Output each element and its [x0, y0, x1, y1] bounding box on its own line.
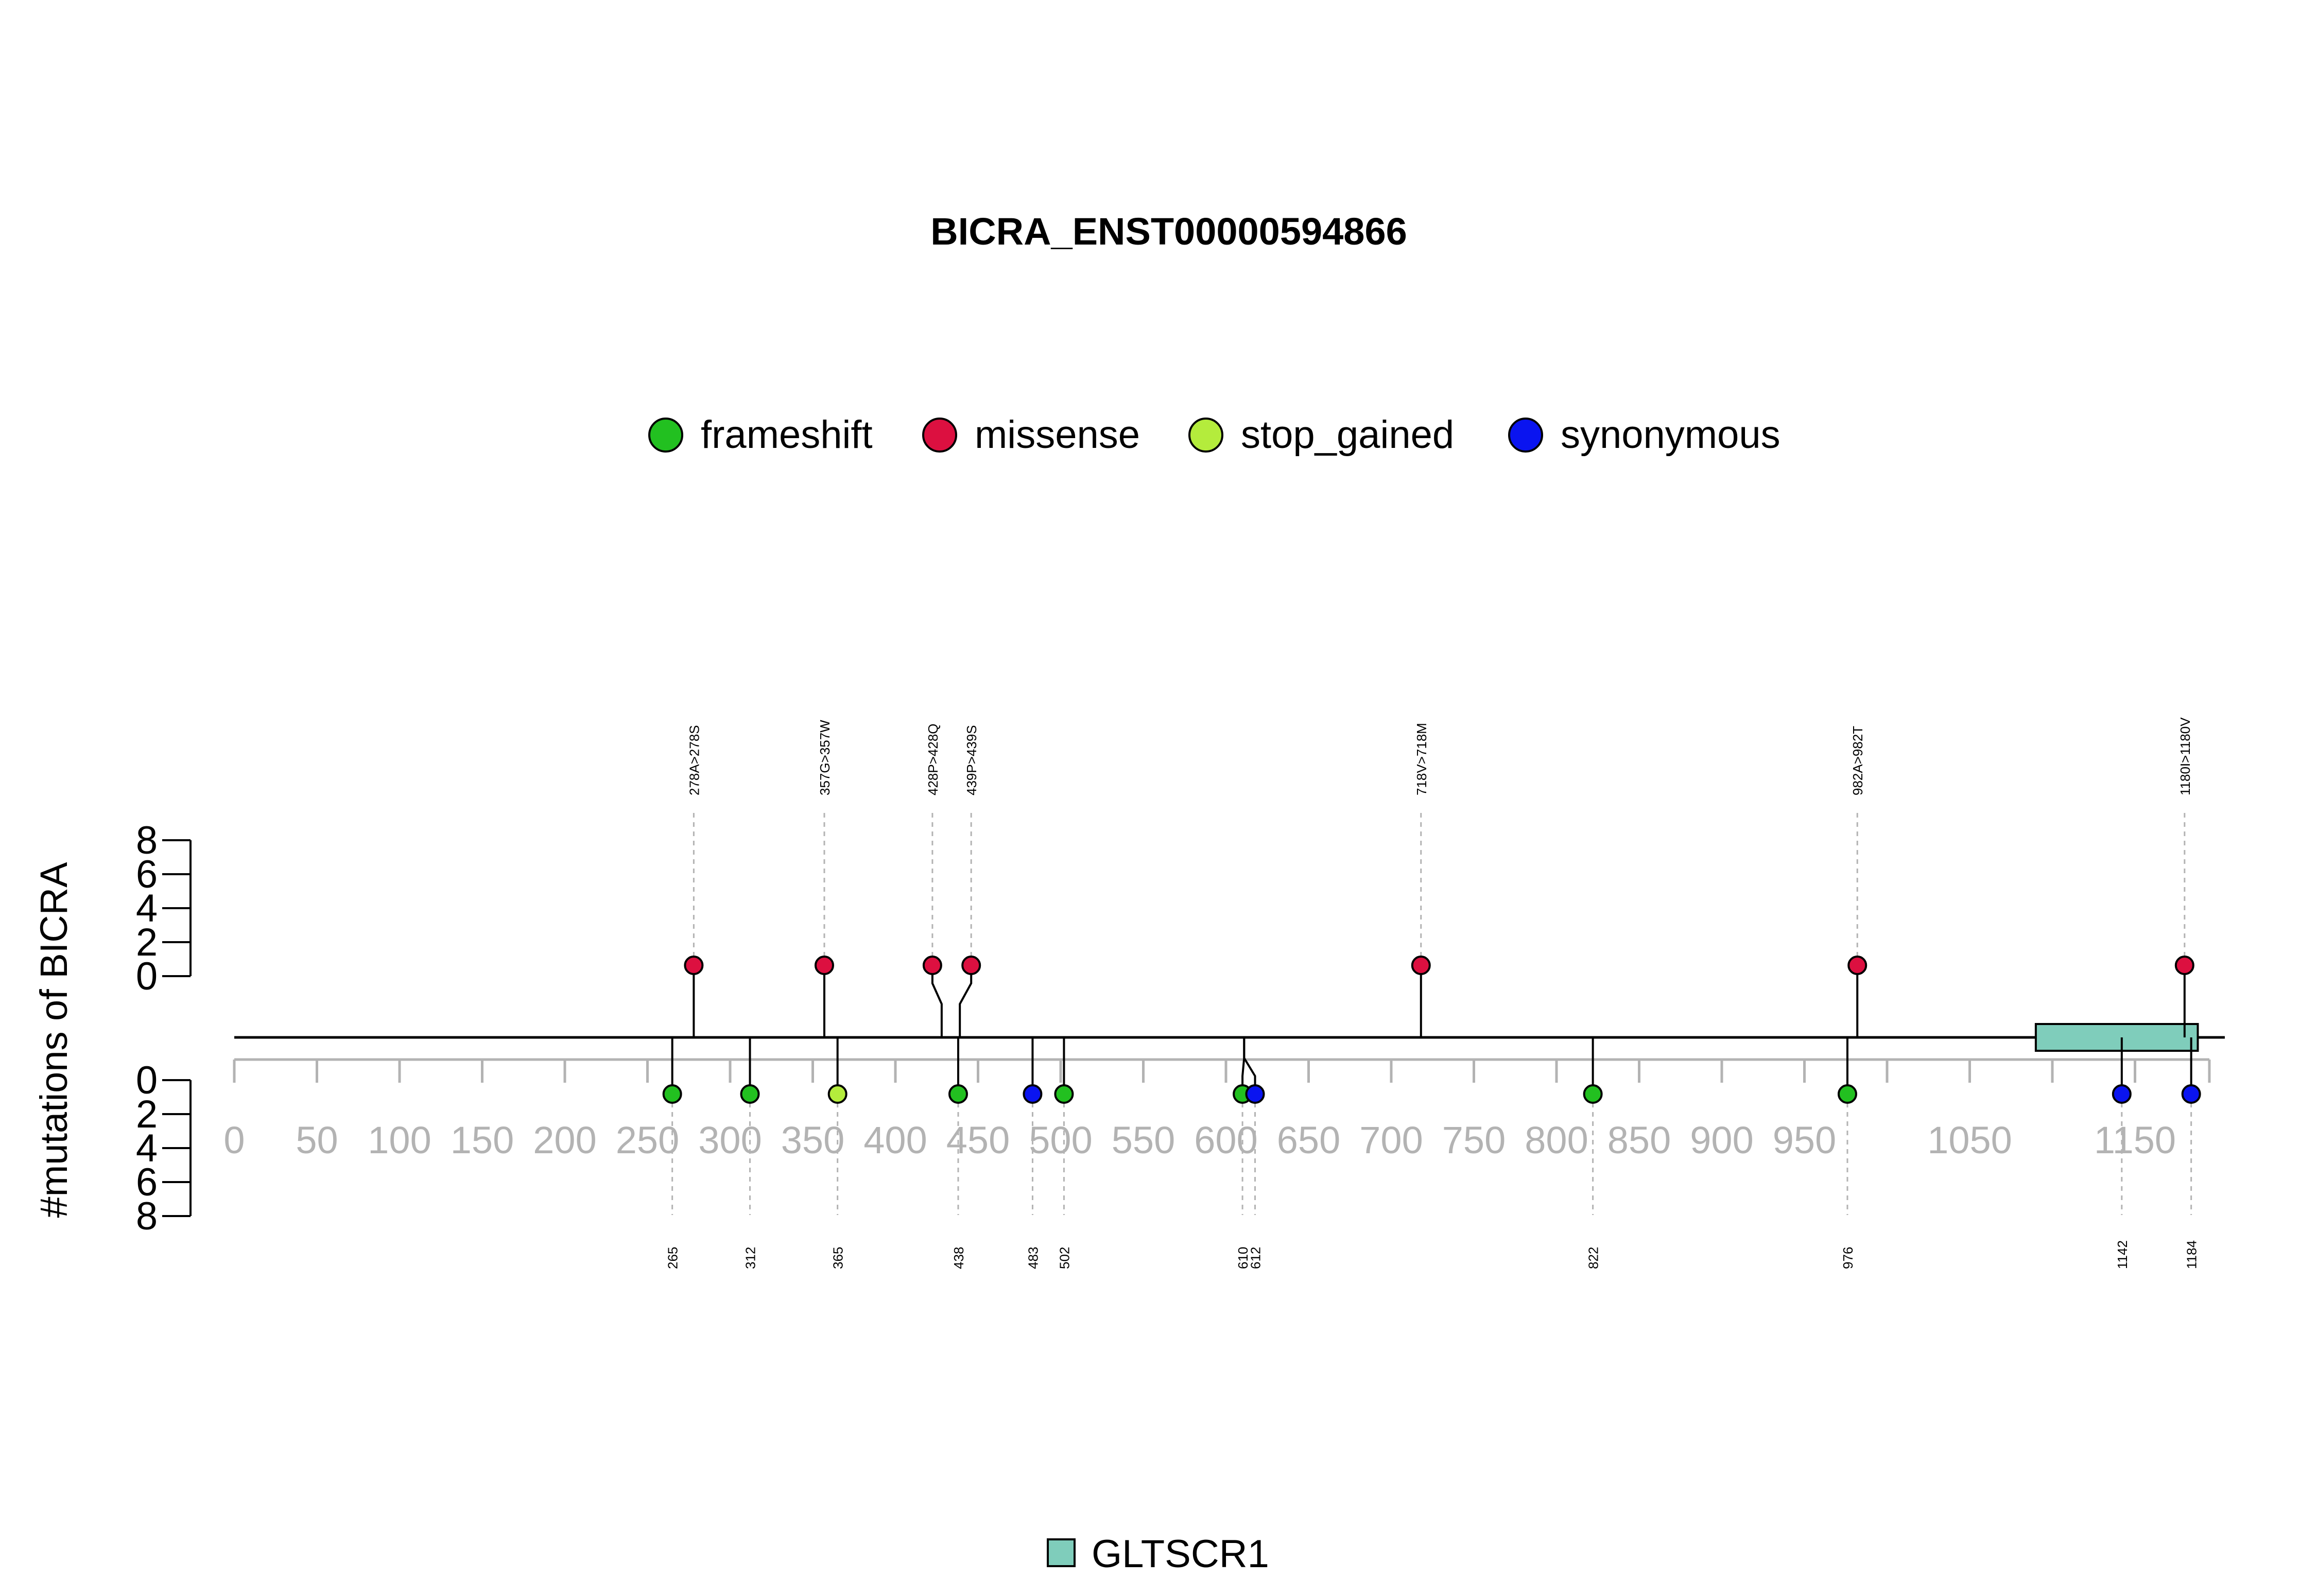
mutation-point-frameshift: [1837, 1084, 1857, 1104]
mutation-point-missense: [961, 956, 981, 975]
mutation-point-missense: [814, 956, 834, 975]
x-tick-label: 1050: [1927, 1119, 2012, 1161]
mutation-label: 483: [1025, 1247, 1041, 1269]
domain-legend-swatch: [1047, 1538, 1076, 1567]
mutation-label: 1184: [2184, 1240, 2200, 1269]
y-tick-label-top: 4: [136, 887, 158, 930]
x-tick-label: 700: [1359, 1119, 1423, 1161]
legend-label-frameshift: frameshift: [701, 413, 873, 457]
y-tick-label-top: 2: [136, 921, 158, 964]
x-tick-label: 550: [1112, 1119, 1175, 1161]
x-tick-label: 450: [946, 1119, 1010, 1161]
mutation-point-missense: [922, 956, 942, 975]
x-tick-label: 750: [1442, 1119, 1506, 1161]
legend-marker-stop_gained: [1188, 418, 1223, 453]
y-tick-label-bottom: 8: [136, 1194, 158, 1238]
mutation-point-stop_gained: [827, 1084, 848, 1104]
x-tick-label: 250: [616, 1119, 679, 1161]
legend-label-missense: missense: [975, 413, 1140, 457]
y-tick-label-bottom: 6: [136, 1160, 158, 1204]
x-tick-label: 300: [698, 1119, 762, 1161]
x-tick-label: 350: [781, 1119, 844, 1161]
mutation-point-missense: [1847, 956, 1868, 975]
mutation-point-missense: [2174, 956, 2194, 975]
mutation-points: [662, 956, 2201, 1104]
x-tick-label: 1150: [2094, 1119, 2176, 1161]
mutation-label: 976: [1840, 1247, 1856, 1269]
mutation-label: 612: [1248, 1247, 1264, 1269]
x-tick-label: 0: [223, 1119, 245, 1161]
y-tick-label-top: 6: [136, 853, 158, 896]
domain-legend: GLTSCR1: [1047, 1532, 1269, 1576]
mutation-label: 718V>718M: [1414, 723, 1429, 795]
y-axis-label: #mutations of BICRA: [32, 862, 75, 1218]
mutation-labels: 278A>278S 357G>357W 428P>428Q 439P>439S 718V…: [665, 717, 2200, 1269]
mutation-label: 278A>278S: [686, 725, 702, 795]
mutation-label: 982A>982T: [1850, 726, 1865, 795]
x-tick-label: 950: [1773, 1119, 1836, 1161]
mutation-label: 822: [1586, 1247, 1601, 1269]
x-tick-label: 500: [1029, 1119, 1092, 1161]
x-tick-label: 800: [1525, 1119, 1588, 1161]
mutation-label: 265: [665, 1247, 681, 1269]
y-tick-label-bottom: 4: [136, 1126, 158, 1170]
y-tick-label-bottom: 2: [136, 1092, 158, 1136]
legend-marker-frameshift: [648, 418, 683, 453]
legend-marker-synonymous: [1508, 418, 1543, 453]
x-tick-label: 400: [863, 1119, 927, 1161]
x-tick-label: 150: [451, 1119, 514, 1161]
y-tick-label-top: 0: [136, 955, 158, 998]
mutation-point-frameshift: [1583, 1084, 1603, 1104]
mutation-label: 438: [951, 1247, 966, 1269]
y-tick-label-bottom: 0: [136, 1059, 158, 1102]
mutation-point-frameshift: [662, 1084, 682, 1104]
x-tick-label: 900: [1690, 1119, 1753, 1161]
x-tick-label: 650: [1277, 1119, 1340, 1161]
y-tick-label-top: 8: [136, 819, 158, 862]
mutation-point-missense: [684, 956, 704, 975]
mutation-label: 428P>428Q: [925, 723, 941, 795]
mutation-label: 312: [743, 1247, 758, 1269]
mutation-point-synonymous: [2112, 1084, 2132, 1104]
legend: frameshift missense stop_gained synonymous: [648, 413, 1780, 457]
x-tick-label: 850: [1607, 1119, 1671, 1161]
x-tick-label: 50: [296, 1119, 338, 1161]
legend-label-stop_gained: stop_gained: [1241, 413, 1454, 457]
legend-marker-missense: [922, 418, 957, 453]
mutation-label: 1180I>1180V: [2177, 717, 2193, 795]
chart-title: BICRA_ENST00000594866: [930, 210, 1407, 253]
mutation-label: 610: [1235, 1247, 1251, 1269]
mutation-point-synonymous: [1245, 1084, 1265, 1104]
mutation-stems: [671, 811, 2192, 1215]
mutation-label: 439P>439S: [964, 725, 979, 795]
mutation-point-missense: [1411, 956, 1431, 975]
x-tick-label: 100: [368, 1119, 431, 1161]
domains: [2034, 1023, 2199, 1052]
mutation-label: 1142: [2115, 1240, 2130, 1269]
x-axis: 0 50 100 150 200 250 300 350 400 450 500 550 600 650 7…: [223, 1058, 2211, 1161]
x-tick-label: 600: [1194, 1119, 1257, 1161]
mutation-point-frameshift: [948, 1084, 968, 1104]
legend-label-synonymous: synonymous: [1561, 413, 1780, 457]
x-tick-label: 200: [533, 1119, 596, 1161]
mutation-label: 365: [831, 1247, 846, 1269]
mutation-label: 357G>357W: [817, 720, 833, 795]
domain-legend-label: GLTSCR1: [1092, 1532, 1269, 1576]
domain-GLTSCR1: [2034, 1023, 2199, 1052]
mutation-point-frameshift: [740, 1084, 760, 1104]
mutation-point-synonymous: [2181, 1084, 2201, 1104]
mutation-point-frameshift: [1054, 1084, 1074, 1104]
mutation-point-synonymous: [1023, 1084, 1043, 1104]
mutation-label: 502: [1057, 1247, 1072, 1269]
